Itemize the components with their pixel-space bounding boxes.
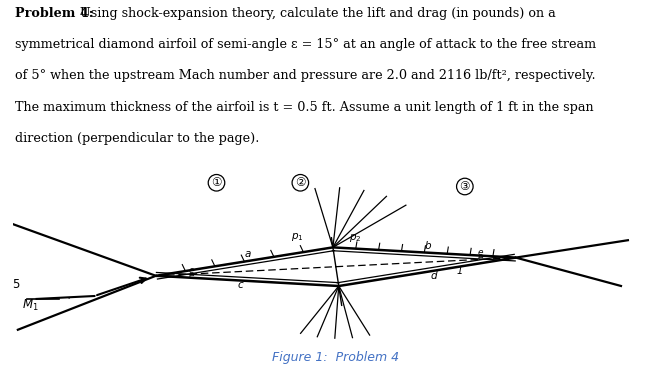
Text: d: d: [430, 270, 437, 280]
Text: b: b: [424, 241, 431, 251]
Text: c: c: [238, 280, 244, 289]
Text: ③: ③: [460, 180, 470, 193]
Text: Problem 4:: Problem 4:: [15, 7, 93, 20]
Text: a: a: [245, 249, 251, 259]
Text: symmetrical diamond airfoil of semi-angle ε = 15° at an angle of attack to the f: symmetrical diamond airfoil of semi-angl…: [15, 38, 596, 51]
Text: $p_1$: $p_1$: [291, 231, 304, 243]
Text: e: e: [477, 248, 483, 257]
Text: The maximum thickness of the airfoil is t = 0.5 ft. Assume a unit length of 1 ft: The maximum thickness of the airfoil is …: [15, 101, 593, 114]
Text: ②: ②: [295, 176, 306, 189]
Text: e: e: [189, 272, 194, 280]
Text: $p_2$: $p_2$: [349, 232, 362, 244]
Text: e: e: [189, 266, 194, 275]
Text: 5: 5: [12, 279, 19, 291]
Text: 1: 1: [456, 266, 463, 276]
Text: Using shock-expansion theory, calculate the lift and drag (in pounds) on a: Using shock-expansion theory, calculate …: [76, 7, 556, 20]
Text: Figure 1:  Problem 4: Figure 1: Problem 4: [272, 351, 400, 364]
Text: of 5° when the upstream Mach number and pressure are 2.0 and 2116 lb/ft², respec: of 5° when the upstream Mach number and …: [15, 69, 595, 82]
Text: e: e: [477, 253, 483, 262]
Text: ①: ①: [211, 176, 221, 189]
Text: $M_1$: $M_1$: [23, 298, 39, 313]
Text: direction (perpendicular to the page).: direction (perpendicular to the page).: [15, 132, 259, 145]
